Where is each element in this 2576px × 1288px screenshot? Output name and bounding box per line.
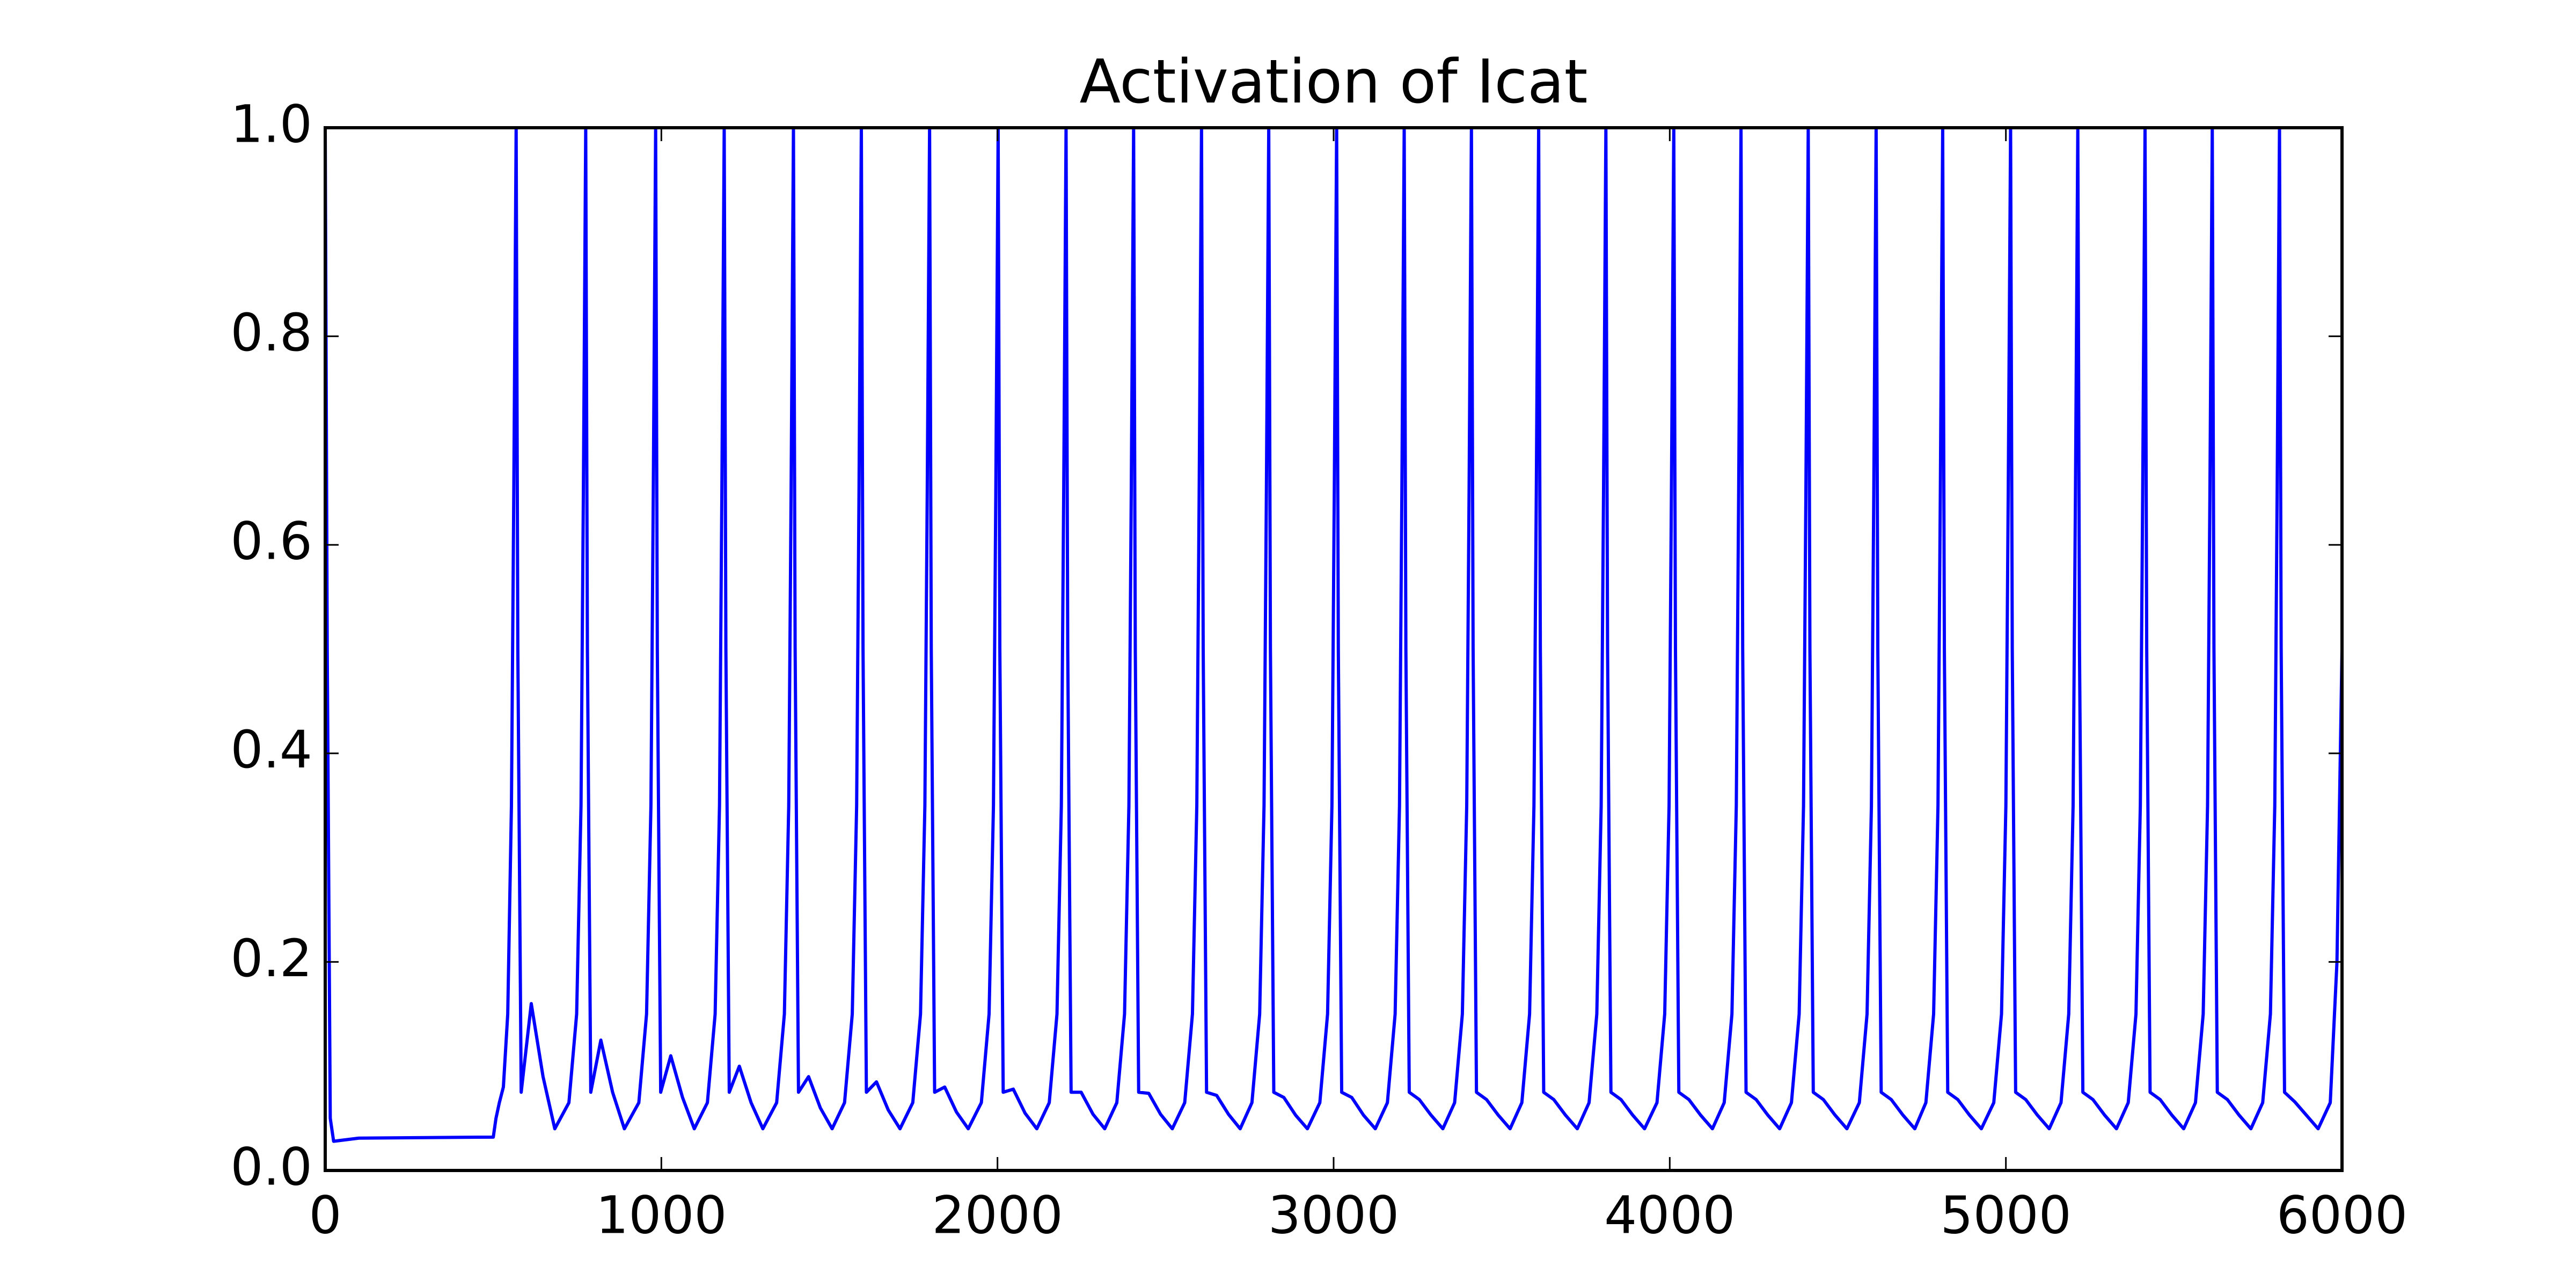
y-tick-label: 0.6 — [230, 511, 312, 572]
chart-title: Activation of Icat — [1079, 47, 1587, 117]
y-tick-label: 0.4 — [230, 720, 312, 780]
x-tick-label: 4000 — [1604, 1185, 1735, 1245]
x-tick-label: 3000 — [1268, 1185, 1399, 1245]
x-tick-label: 6000 — [2277, 1185, 2407, 1245]
x-tick-label: 0 — [309, 1185, 341, 1245]
x-tick-label: 2000 — [932, 1185, 1063, 1245]
y-tick-label: 0.0 — [230, 1137, 312, 1197]
y-tick-label: 0.8 — [230, 303, 312, 363]
plot-area: 0 1000 2000 3000 4000 5000 6000 0.0 0.2 0.4 0.6 0.8… — [230, 94, 2407, 1245]
x-tick-label: 1000 — [596, 1185, 727, 1245]
y-tick-label: 1.0 — [230, 94, 312, 154]
y-tick-label: 0.2 — [230, 928, 312, 989]
x-tick-label: 5000 — [1941, 1185, 2072, 1245]
data-line — [324, 126, 2344, 1143]
